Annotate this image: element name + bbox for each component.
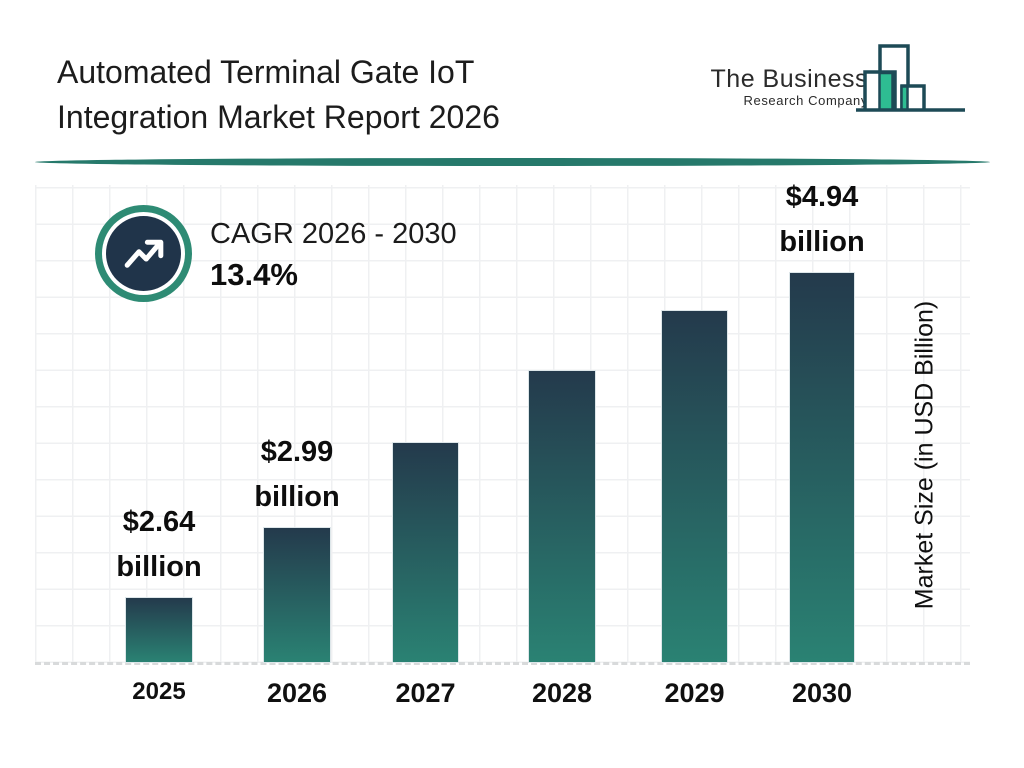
bar-2028: 2028: [528, 370, 596, 708]
cagr-growth-badge: [95, 205, 192, 302]
bar-year-label-2028: 2028: [531, 678, 593, 708]
page-title: Automated Terminal Gate IoT Integration …: [57, 50, 500, 140]
cagr-period-label: CAGR 2026 - 2030: [210, 218, 457, 250]
company-logo-text: The Business Research Company: [700, 66, 868, 108]
bar-2030: $4.94 billion 2030: [779, 181, 864, 708]
bar-year-label-2025: 2025: [132, 678, 186, 705]
x-axis-baseline: [35, 662, 970, 665]
company-logo: The Business Research Company: [700, 36, 980, 120]
page-title-line2: Integration Market Report 2026: [57, 99, 500, 135]
cagr-text-block: CAGR 2026 - 2030 13.4%: [210, 216, 457, 294]
bar-chart: $2.64 billion 2025 $2.99 billion 2026 2027 2028…: [35, 181, 970, 708]
bar-year-label-2027: 2027: [395, 678, 456, 708]
bar-year-label-2030: 2030: [791, 678, 853, 708]
bar-chart-logo-icon: [856, 44, 965, 112]
bar-2026: $2.99 billion 2026: [254, 436, 339, 708]
company-name: The Business: [710, 65, 868, 93]
bar-2027: 2027: [392, 442, 459, 708]
badge-inner-circle: [106, 216, 181, 291]
trending-up-icon: [124, 239, 163, 268]
cagr-value: 13.4%: [210, 257, 298, 292]
bar-value-label-2026: $2.99 billion: [254, 436, 340, 513]
bar-year-label-2026: 2026: [266, 678, 328, 708]
company-subname: Research Company: [743, 93, 868, 108]
bar-2029: 2029: [661, 310, 728, 708]
bar-year-label-2029: 2029: [664, 678, 725, 708]
y-axis-label: Market Size (in USD Billion): [910, 300, 939, 610]
page-title-line1: Automated Terminal Gate IoT: [57, 54, 475, 90]
bar-value-label-2030: $4.94 billion: [779, 181, 865, 258]
bar-2025: $2.64 billion 2025: [116, 506, 201, 705]
bar-value-label-2025: $2.64 billion: [116, 506, 202, 583]
header-divider: [35, 158, 990, 166]
